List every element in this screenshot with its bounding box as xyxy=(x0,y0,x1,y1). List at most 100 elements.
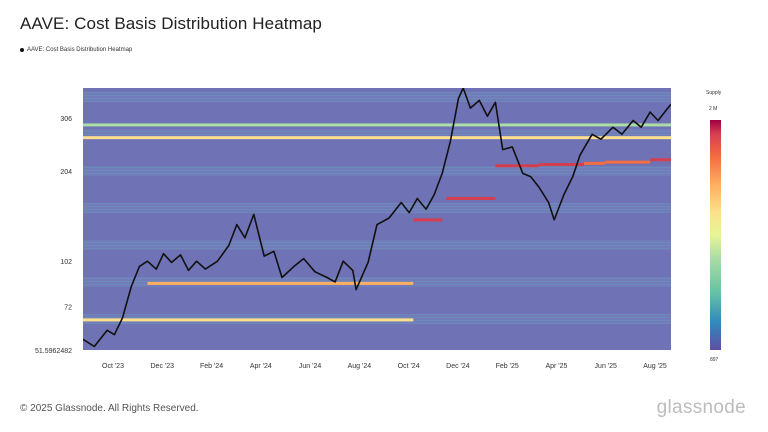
heatmap-stripe xyxy=(83,314,671,315)
cost-basis-band xyxy=(83,136,671,140)
cost-basis-band xyxy=(495,164,539,168)
heatmap-stripe xyxy=(83,248,671,249)
heatmap-stripe xyxy=(83,169,671,170)
x-tick-label: Feb '25 xyxy=(496,363,519,370)
heatmap-stripe xyxy=(83,133,671,134)
legend-label: AAVE: Cost Basis Distribution Heatmap xyxy=(27,47,133,53)
heatmap-stripe xyxy=(83,175,671,176)
heatmap-stripe xyxy=(83,244,671,245)
y-tick-label: 306 xyxy=(60,116,72,123)
heatmap-stripe xyxy=(83,281,671,282)
page-title: AAVE: Cost Basis Distribution Heatmap xyxy=(20,14,322,33)
cost-basis-band xyxy=(83,123,671,127)
heatmap-stripe xyxy=(83,317,671,318)
x-tick-label: Jun '25 xyxy=(595,363,617,370)
x-tick-label: Aug '24 xyxy=(348,363,372,370)
brand-logo: glassnode xyxy=(656,397,746,418)
heatmap-stripe xyxy=(83,206,671,207)
heatmap-stripe xyxy=(83,167,671,168)
x-tick-label: Feb '24 xyxy=(200,363,223,370)
heatmap-stripe xyxy=(83,97,671,98)
heatmap-stripe xyxy=(83,134,671,135)
colorbar-max-label: 2 M xyxy=(709,106,718,112)
heatmap-stripe xyxy=(83,204,671,205)
heatmap-stripe xyxy=(83,322,671,323)
x-tick-label: Aug '25 xyxy=(643,363,667,370)
heatmap-stripe xyxy=(83,280,671,281)
price-line xyxy=(83,88,671,348)
plot-area xyxy=(83,88,671,350)
heatmap-stripe xyxy=(83,100,671,101)
colorbar-min-label: 897 xyxy=(710,357,719,363)
heatmap-stripe xyxy=(83,279,671,280)
heatmap-stripe xyxy=(83,174,671,175)
heatmap-stripe xyxy=(83,321,671,322)
x-tick-label: Oct '23 xyxy=(102,363,124,370)
copyright-footer: © 2025 Glassnode. All Rights Reserved. xyxy=(20,403,199,414)
colorbar-title: Supply xyxy=(706,90,722,96)
heatmap-stripe xyxy=(83,96,671,97)
heatmap-stripe xyxy=(83,247,671,248)
heatmap-stripe xyxy=(83,203,671,204)
heatmap-stripe xyxy=(83,130,671,131)
heatmap-stripe xyxy=(83,171,671,172)
heatmap-stripe xyxy=(83,245,671,246)
heatmap-stripe xyxy=(83,240,671,241)
cost-basis-band xyxy=(83,318,414,322)
heatmap-stripe xyxy=(83,286,671,287)
heatmap-stripe xyxy=(83,241,671,242)
heatmap-stripe xyxy=(83,246,671,247)
x-tick-label: Dec '24 xyxy=(446,363,470,370)
heatmap-stripe xyxy=(83,168,671,169)
heatmap-stripe xyxy=(83,129,671,130)
x-tick-label: Apr '25 xyxy=(545,363,567,370)
heatmap-stripe xyxy=(83,243,671,244)
y-tick-label: 204 xyxy=(60,169,72,176)
heatmap-stripe xyxy=(83,210,671,211)
heatmap-stripe xyxy=(83,208,671,209)
heatmap-stripe xyxy=(83,242,671,243)
heatmap-stripe xyxy=(83,277,671,278)
heatmap-stripe xyxy=(83,94,671,95)
y-tick-label: 51.5962482 xyxy=(35,348,72,355)
x-tick-label: Apr '24 xyxy=(250,363,272,370)
heatmap-stripe xyxy=(83,101,671,102)
cost-basis-band xyxy=(538,163,585,167)
heatmap-stripe xyxy=(83,205,671,206)
heatmap-stripe xyxy=(83,212,671,213)
heatmap-stripe xyxy=(83,172,671,173)
heatmap-stripe xyxy=(83,316,671,317)
cost-basis-band xyxy=(604,160,651,164)
heatmap-stripe xyxy=(83,132,671,133)
x-tick-label: Jun '24 xyxy=(299,363,321,370)
heatmap-stripe xyxy=(83,249,671,250)
x-tick-label: Oct '24 xyxy=(398,363,420,370)
cost-basis-band xyxy=(584,161,605,165)
y-tick-label: 102 xyxy=(60,259,72,266)
heatmap-stripe xyxy=(83,173,671,174)
heatmap-stripe xyxy=(83,166,671,167)
heatmap-stripe xyxy=(83,135,671,136)
y-tick-label: 72 xyxy=(64,305,72,312)
heatmap-stripe xyxy=(83,170,671,171)
heatmap-stripe xyxy=(83,278,671,279)
heatmap-stripe xyxy=(83,209,671,210)
heatmap-stripe xyxy=(83,323,671,324)
heatmap-stripe xyxy=(83,92,671,93)
heatmap-stripe xyxy=(83,95,671,96)
chart-legend[interactable]: AAVE: Cost Basis Distribution Heatmap xyxy=(20,47,132,53)
cost-basis-band xyxy=(650,158,671,162)
heatmap-stripe xyxy=(83,99,671,100)
cost-basis-band xyxy=(446,196,496,200)
heatmap-stripe xyxy=(83,131,671,132)
legend-dot-icon xyxy=(20,48,24,52)
colorbar xyxy=(710,120,721,350)
heatmap-stripe xyxy=(83,98,671,99)
heatmap-stripe xyxy=(83,315,671,316)
cost-basis-band xyxy=(413,218,443,222)
x-tick-label: Dec '23 xyxy=(151,363,175,370)
heatmap-stripe xyxy=(83,93,671,94)
cost-basis-band xyxy=(147,281,414,285)
heatmap-stripe xyxy=(83,207,671,208)
